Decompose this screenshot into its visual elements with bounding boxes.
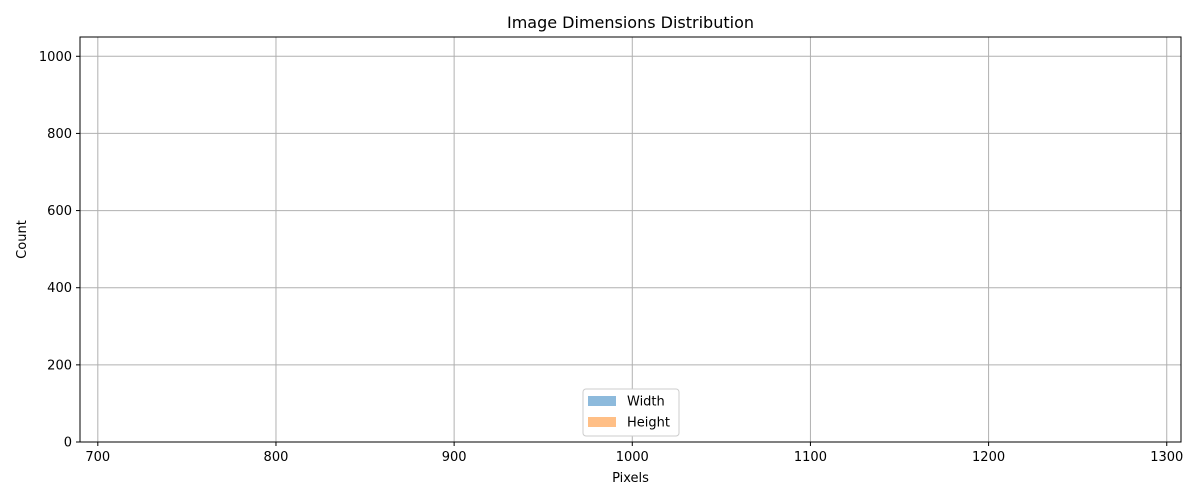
legend-label-height: Height bbox=[627, 416, 670, 431]
x-tick-label: 1200 bbox=[972, 450, 1005, 465]
x-tick-label: 1300 bbox=[1150, 450, 1183, 465]
y-axis-label: Count bbox=[15, 220, 30, 259]
x-tick-label: 1000 bbox=[616, 450, 649, 465]
plot-frame bbox=[79, 36, 1182, 443]
legend: Width Height bbox=[582, 388, 680, 437]
y-tick-label: 800 bbox=[47, 127, 72, 142]
y-tick-label: 400 bbox=[47, 281, 72, 296]
chart-title: Image Dimensions Distribution bbox=[507, 13, 754, 32]
x-tick-label: 700 bbox=[85, 450, 110, 465]
y-tick-label: 600 bbox=[47, 204, 72, 219]
legend-swatch-width bbox=[588, 396, 616, 406]
x-tick-label: 800 bbox=[264, 450, 289, 465]
legend-swatch-height bbox=[588, 417, 616, 427]
legend-label-width: Width bbox=[627, 395, 665, 410]
x-tick-label: 900 bbox=[442, 450, 467, 465]
y-tick-label: 0 bbox=[64, 436, 72, 451]
x-tick-label: 1100 bbox=[794, 450, 827, 465]
y-tick-label: 1000 bbox=[39, 50, 72, 65]
axis-ticks: 700 800 900 1000 1100 1200 1300 0 200 400 600 800 10… bbox=[39, 50, 1183, 465]
y-tick-label: 200 bbox=[47, 358, 72, 373]
x-axis-label: Pixels bbox=[612, 471, 649, 486]
